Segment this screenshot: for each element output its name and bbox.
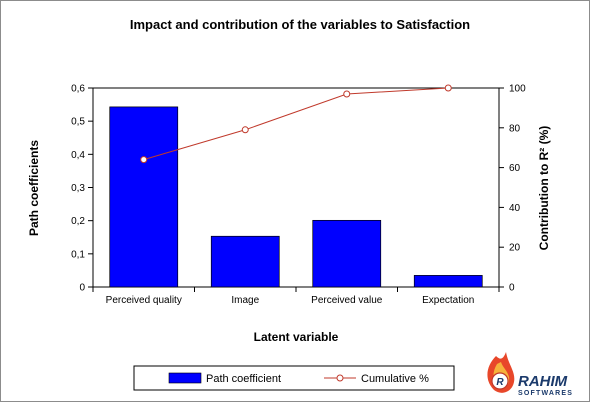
left-axis: 0 0,1 0,2 0,3 0,4 0,5 0,6 [71, 84, 93, 294]
bar [413, 275, 483, 288]
bar-series [109, 106, 483, 288]
bar [210, 235, 280, 288]
y2-tick-label: 80 [509, 123, 521, 134]
flame-icon: R [487, 352, 515, 393]
chart-title: Impact and contribution of the variables… [130, 17, 470, 32]
y-tick-label: 0,1 [71, 249, 85, 260]
y2-axis-title: Contribution to R² (%) [537, 126, 551, 251]
watermark-sub: SOFTWARES [518, 390, 573, 397]
legend: Path coefficient Cumulative % [133, 365, 455, 391]
legend-label-line: Cumulative % [361, 373, 429, 385]
y-axis-title: Path coefficients [27, 140, 41, 236]
y2-tick-label: 20 [509, 243, 521, 254]
category-labels: Perceived quality Image Perceived value Exp… [92, 287, 500, 306]
line-point [140, 156, 148, 164]
line-point [241, 126, 249, 134]
series-line [143, 87, 449, 161]
watermark-logo: R RAHIM SOFTWARES [487, 352, 573, 397]
line-series [140, 84, 452, 164]
x-tick-label: Perceived quality [106, 295, 182, 306]
y-tick-label: 0,2 [71, 216, 85, 227]
legend-label-bar: Path coefficient [206, 373, 281, 385]
y2-tick-label: 0 [509, 283, 515, 294]
right-axis: 0 20 40 60 80 100 [499, 84, 526, 294]
y-tick-label: 0,6 [71, 84, 85, 95]
x-tick-label: Expectation [422, 295, 474, 306]
y-tick-label: 0,3 [71, 183, 85, 194]
x-tick-label: Image [231, 295, 259, 306]
y-tick-label: 0 [79, 283, 85, 294]
svg-text:R: R [496, 377, 504, 388]
y-tick-label: 0,4 [71, 150, 85, 161]
bar [109, 106, 179, 288]
x-axis-title: Latent variable [254, 330, 339, 344]
line-point [343, 90, 351, 98]
watermark-name: RAHIM [518, 373, 568, 390]
y2-tick-label: 40 [509, 203, 521, 214]
y-tick-label: 0,5 [71, 117, 85, 128]
y2-tick-label: 60 [509, 163, 521, 174]
legend-swatch-bar [168, 372, 202, 384]
x-tick-label: Perceived value [311, 295, 383, 306]
line-point [444, 84, 452, 92]
legend-marker [336, 374, 344, 382]
y2-tick-label: 100 [509, 84, 526, 95]
bar [312, 219, 382, 288]
